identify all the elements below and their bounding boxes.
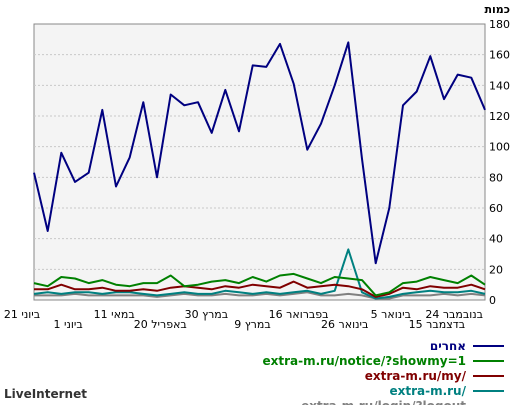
x-tick-label: 30 במרץ [185, 308, 228, 321]
y-tick-label: 180 [489, 18, 510, 31]
legend-label: extra-m.ru/login/?logout [301, 399, 466, 405]
x-tick-label: 21 ביוני [4, 308, 40, 321]
x-tick-label: 26 בינואר [321, 318, 368, 331]
grid-lines [34, 54, 485, 270]
y-tick-label: 140 [489, 79, 510, 92]
legend-label: extra-m.ru/notice/?showmy=1 [263, 354, 467, 368]
y-tick-label: 20 [489, 263, 503, 276]
series-line-4 [34, 291, 486, 300]
x-tick-label: 1 ביוני [54, 318, 83, 331]
x-tick-label: 5 בינואר [371, 308, 411, 321]
x-tick-label: 20 באפריל [134, 318, 187, 331]
y-tick-labels: 0 20 40 60 80 100 120 140 160 180 [489, 18, 510, 307]
y-axis-title: כמות [485, 3, 510, 16]
y-tick-label: 100 [489, 141, 510, 154]
series-line-3 [33, 248, 486, 300]
x-tick-label: 16 בפברואר [269, 308, 329, 321]
x-tick-label: 9 במרץ [234, 318, 270, 331]
legend-label: extra-m.ru/ [389, 384, 466, 398]
y-tick-label: 40 [489, 233, 503, 246]
y-tick-label: 120 [489, 110, 510, 123]
legend: אחריםextra-m.ru/notice/?showmy=1extra-m.… [263, 339, 504, 405]
y-tick-label: 80 [489, 171, 503, 184]
x-tick-label: 24 בנובמבר [425, 308, 483, 321]
x-tick-label: 15 בדצמבר [409, 318, 465, 331]
y-tick-label: 160 [489, 49, 510, 62]
x-tick-label: 11 במאי [94, 308, 135, 321]
legend-label: אחרים [430, 339, 466, 353]
legend-label: extra-m.ru/my/ [365, 369, 467, 383]
series-line-0 [33, 41, 486, 265]
brand-label: LiveInternet [4, 387, 87, 401]
series-line-1 [33, 272, 486, 297]
y-tick-label: 0 [489, 294, 496, 307]
plot-area [33, 23, 486, 301]
series-line-2 [34, 280, 486, 298]
series-lines [33, 41, 486, 300]
y-tick-label: 60 [489, 202, 503, 215]
